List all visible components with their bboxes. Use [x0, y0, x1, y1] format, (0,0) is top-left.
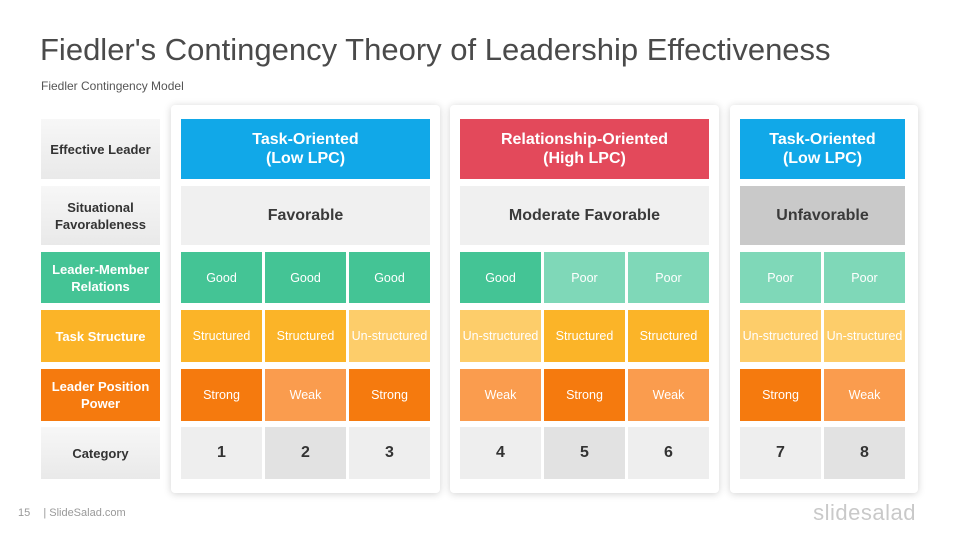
group-header-2: Relationship-Oriented (High LPC) [460, 119, 709, 179]
row-label-leader-member-relations: Leader-Member Relations [41, 252, 160, 303]
relations-cell: Poor [628, 252, 709, 303]
position-power-cell: Weak [265, 369, 346, 421]
relations-cell: Poor [740, 252, 821, 303]
slidesalad-logo: slidesalad [813, 500, 916, 525]
row-label-task-structure: Task Structure [41, 310, 160, 362]
relations-cell: Poor [824, 252, 905, 303]
category-cell: 5 [544, 427, 625, 479]
task-structure-cell: Structured [628, 310, 709, 362]
group-header-3: Task-Oriented (Low LPC) [740, 119, 905, 179]
task-structure-cell: Un-structured [824, 310, 905, 362]
group-header-line: (High LPC) [543, 150, 626, 167]
task-structure-cell: Structured [265, 310, 346, 362]
slide-title: Fiedler's Contingency Theory of Leadersh… [40, 32, 831, 67]
category-cell: 3 [349, 427, 430, 479]
group-header-line: Task-Oriented [252, 131, 359, 148]
row-label-situational-favorableness: Situational Favorableness [41, 186, 160, 245]
relations-cell: Poor [544, 252, 625, 303]
task-structure-cell: Structured [544, 310, 625, 362]
task-structure-cell: Un-structured [460, 310, 541, 362]
group-header-line: (Low LPC) [782, 150, 863, 167]
position-power-cell: Strong [181, 369, 262, 421]
task-structure-cell: Un-structured [740, 310, 821, 362]
group-header-line: Relationship-Oriented [500, 131, 669, 148]
group-header-line: (Low LPC) [265, 150, 346, 167]
position-power-cell: Strong [349, 369, 430, 421]
task-structure-cell: Structured [181, 310, 262, 362]
footer: 15 | SlideSalad.com [18, 507, 136, 519]
position-power-cell: Weak [628, 369, 709, 421]
relations-cell: Good [265, 252, 346, 303]
group-header-1: Task-Oriented (Low LPC) [181, 119, 430, 179]
slide-subtitle: Fiedler Contingency Model [41, 79, 184, 93]
relations-cell: Good [181, 252, 262, 303]
category-cell: 7 [740, 427, 821, 479]
footer-site: | SlideSalad.com [43, 507, 126, 519]
category-cell: 6 [628, 427, 709, 479]
favorableness-cell: Moderate Favorable [460, 186, 709, 245]
position-power-cell: Strong [740, 369, 821, 421]
group-header-line: Task-Oriented [769, 131, 876, 148]
row-label-category: Category [41, 427, 160, 479]
category-cell: 1 [181, 427, 262, 479]
favorableness-cell: Unfavorable [740, 186, 905, 245]
category-cell: 8 [824, 427, 905, 479]
position-power-cell: Weak [460, 369, 541, 421]
position-power-cell: Weak [824, 369, 905, 421]
favorableness-cell: Favorable [181, 186, 430, 245]
position-power-cell: Strong [544, 369, 625, 421]
relations-cell: Good [460, 252, 541, 303]
category-cell: 2 [265, 427, 346, 479]
task-structure-cell: Un-structured [349, 310, 430, 362]
row-label-leader-position-power: Leader Position Power [41, 369, 160, 421]
row-label-effective-leader: Effective Leader [41, 119, 160, 179]
category-cell: 4 [460, 427, 541, 479]
page-number: 15 [18, 507, 31, 519]
relations-cell: Good [349, 252, 430, 303]
